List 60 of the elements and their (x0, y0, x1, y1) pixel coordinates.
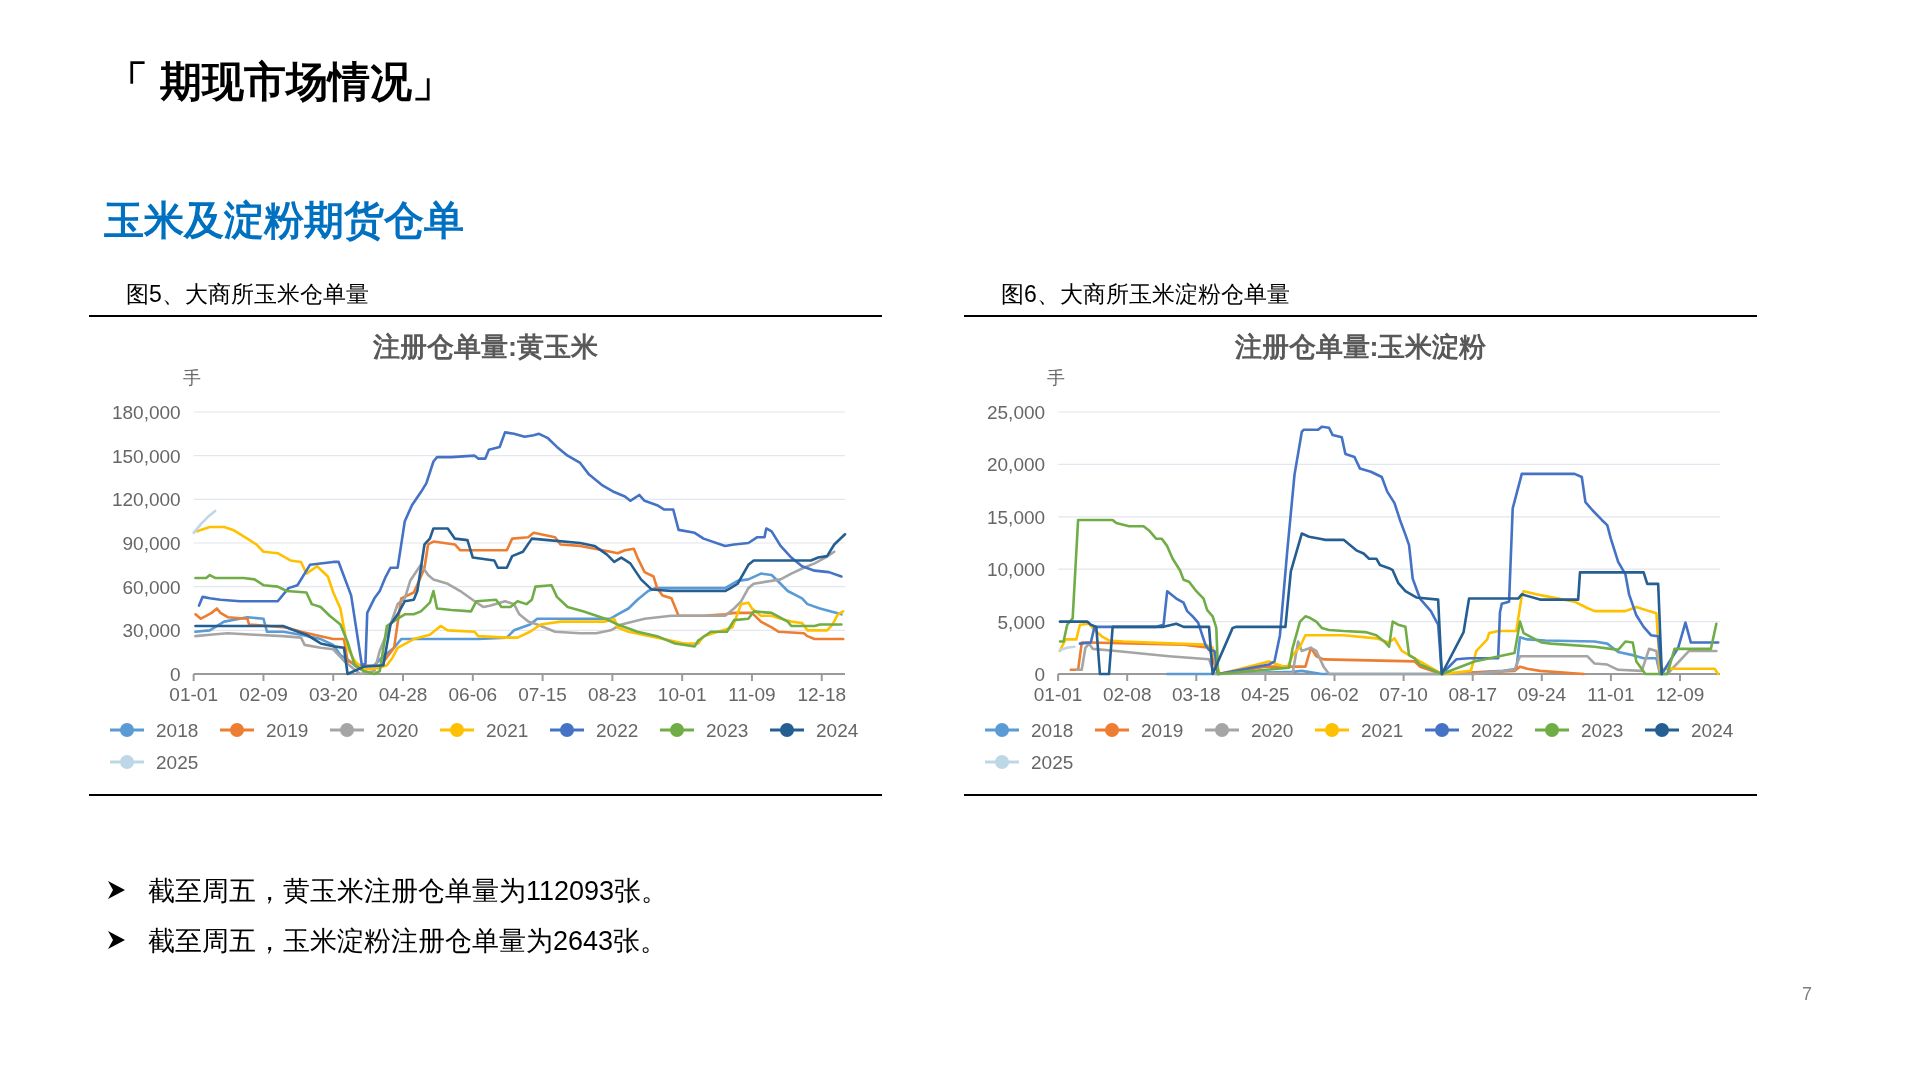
x-tick-label: 11-09 (728, 684, 776, 705)
y-tick-label: 150,000 (111, 445, 181, 467)
x-tick-label: 04-25 (1241, 684, 1290, 705)
y-tick-label: 30,000 (122, 620, 181, 642)
text: 玉米及淀粉期货仓单 (103, 198, 464, 242)
x-tick-label: 11-01 (1587, 684, 1635, 705)
legend-label: 2024 (1691, 720, 1734, 741)
x-tick-label: 07-10 (1379, 684, 1428, 705)
y-tick-label: 0 (1034, 664, 1046, 685)
legend-label: 2022 (1471, 720, 1514, 741)
x-tick-label: 03-18 (1172, 684, 1221, 705)
legend-label: 2018 (1031, 720, 1074, 741)
x-tick-label: 01-01 (169, 684, 218, 705)
legend-label: 2024 (816, 720, 859, 741)
legend-label: 2019 (1141, 720, 1184, 741)
legend-label: 2021 (1361, 720, 1404, 741)
y-tick-label: 0 (170, 664, 181, 685)
y-tick-label: 180,000 (111, 402, 181, 423)
legend-label: 2020 (376, 720, 419, 741)
x-tick-label: 04-28 (378, 684, 428, 705)
legend-label: 2022 (596, 720, 639, 741)
y-tick-label: 15,000 (986, 506, 1046, 528)
x-tick-label: 03-20 (308, 684, 358, 705)
x-tick-label: 12-18 (797, 684, 847, 705)
x-tick-label: 07-15 (518, 684, 567, 705)
text: 「 期现市场情况」 (106, 58, 454, 105)
caption: 图5、大商所玉米仓单量 (126, 281, 369, 307)
x-tick-label: 09-24 (1517, 684, 1567, 705)
x-tick-label: 10-01 (657, 684, 707, 705)
text: 截至周五，玉米淀粉注册仓单量为2643张。 (148, 926, 668, 956)
y-axis-title: 手 (182, 368, 201, 388)
y-tick-label: 20,000 (986, 454, 1046, 476)
y-tick-label: 90,000 (122, 533, 181, 554)
text: 7 (1801, 984, 1813, 1004)
x-tick-label: 08-17 (1448, 684, 1497, 705)
y-tick-label: 10,000 (986, 559, 1046, 581)
legend-label: 2018 (156, 720, 199, 741)
x-tick-label: 01-01 (1033, 684, 1083, 705)
x-tick-label: 06-06 (448, 684, 498, 705)
y-tick-label: 120,000 (111, 489, 181, 511)
legend-label: 2023 (706, 720, 749, 741)
legend-label: 2025 (1031, 752, 1074, 773)
chart-title: 注册仓单量:黄玉米 (372, 332, 598, 362)
legend-label: 2020 (1251, 720, 1294, 741)
y-tick-label: 25,000 (986, 402, 1046, 423)
x-tick-label: 06-02 (1310, 684, 1359, 705)
y-tick-label: 5,000 (997, 611, 1046, 633)
x-tick-label: 08-23 (588, 684, 637, 705)
legend-label: 2023 (1581, 720, 1624, 741)
legend-label: 2025 (156, 752, 199, 773)
legend-label: 2021 (486, 720, 529, 741)
chart-title: 注册仓单量:玉米淀粉 (1233, 332, 1488, 362)
y-tick-label: 60,000 (122, 576, 181, 598)
text: 截至周五，黄玉米注册仓单量为112093张。 (148, 876, 669, 906)
y-axis-title: 手 (1047, 368, 1066, 388)
legend-label: 2019 (266, 720, 309, 741)
x-tick-label: 02-08 (1102, 684, 1152, 705)
caption: 图6、大商所玉米淀粉仓单量 (1001, 281, 1290, 307)
x-tick-label: 12-09 (1655, 684, 1705, 705)
x-tick-label: 02-09 (239, 684, 288, 705)
